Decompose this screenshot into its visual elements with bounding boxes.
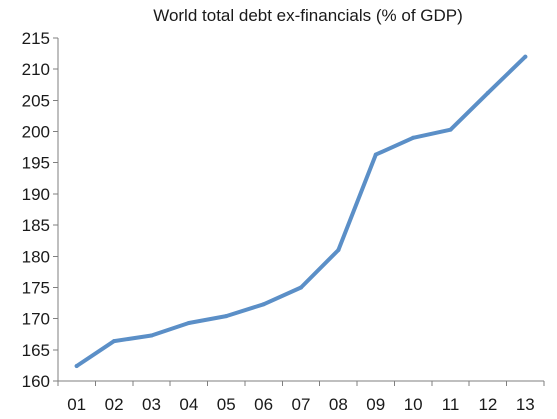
- x-tick-label: 11: [442, 395, 460, 414]
- x-tick-label: 09: [366, 395, 385, 414]
- y-tick-label: 175: [22, 278, 50, 297]
- y-tick-label: 210: [22, 60, 50, 79]
- x-tick-label: 12: [478, 395, 497, 414]
- y-tick-label: 195: [22, 154, 50, 173]
- data-point: [149, 333, 154, 338]
- x-tick-label: 05: [217, 395, 236, 414]
- x-tick-label: 07: [292, 395, 311, 414]
- y-tick-label: 180: [22, 247, 50, 266]
- y-tick-label: 190: [22, 185, 50, 204]
- x-tick-label: 04: [179, 395, 198, 414]
- data-point: [411, 135, 416, 140]
- y-tick-label: 165: [22, 341, 50, 360]
- data-point: [224, 314, 229, 319]
- y-axis: 160 165 170 175 180 185 190 195 200 205 210 215: [22, 29, 59, 391]
- x-tick-label: 10: [404, 395, 423, 414]
- series-group: [74, 54, 528, 369]
- data-point: [485, 90, 490, 95]
- data-point: [523, 54, 528, 59]
- x-tick-label: 02: [105, 395, 124, 414]
- y-tick-label: 185: [22, 216, 50, 235]
- y-tick-label: 170: [22, 310, 50, 329]
- data-point: [448, 127, 453, 132]
- y-tick-label: 160: [22, 372, 50, 391]
- x-tick-label: 06: [254, 395, 273, 414]
- chart-title: World total debt ex-financials (% of GDP…: [153, 6, 463, 25]
- data-point: [373, 152, 378, 157]
- x-tick-label: 13: [516, 395, 535, 414]
- x-axis: 01 02 03 04 05 06 07 08 09 10 11 12 13: [57, 380, 545, 414]
- y-tick-label: 205: [22, 91, 50, 110]
- data-point: [186, 321, 191, 326]
- y-tick-label: 200: [22, 123, 50, 142]
- series-line-0: [74, 54, 528, 368]
- data-point: [336, 248, 341, 253]
- data-point: [74, 364, 79, 369]
- data-point: [299, 285, 303, 290]
- y-tick-label: 215: [22, 29, 50, 48]
- x-tick-label: 08: [329, 395, 348, 414]
- data-point: [261, 302, 266, 307]
- x-tick-label: 01: [67, 395, 86, 414]
- x-tick-label: 03: [142, 395, 161, 414]
- data-point: [112, 339, 117, 344]
